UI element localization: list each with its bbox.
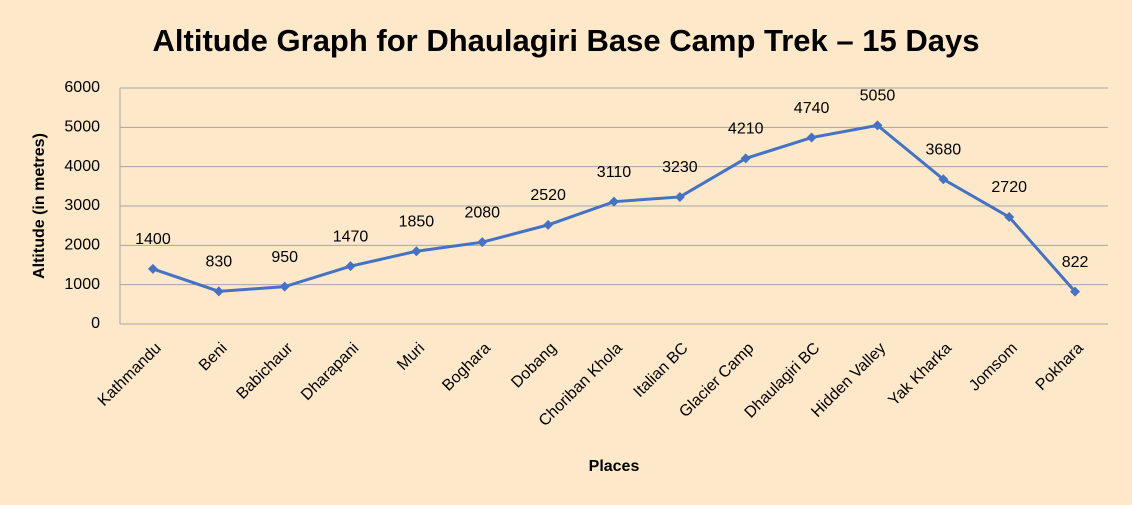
data-label: 830 [205,254,232,271]
data-label: 4210 [728,121,764,138]
point [147,263,158,274]
data-label: 3680 [926,141,962,158]
data-label: 2720 [991,179,1027,196]
y-tick-label: 5000 [64,119,100,136]
point [938,174,949,185]
y-tick-label: 2000 [64,237,100,254]
point [806,132,817,143]
point [872,120,883,131]
x-axis-title: Places [589,458,640,475]
chart-title: Altitude Graph for Dhaulagiri Base Camp … [153,23,980,58]
point [1004,212,1015,223]
point [411,246,422,257]
data-label: 1400 [135,231,171,248]
data-label: 3110 [597,164,632,181]
data-label: 1850 [399,213,435,230]
data-label: 1470 [333,228,369,245]
data-label: 950 [271,249,298,266]
y-tick-label: 4000 [64,158,100,175]
point [543,219,554,230]
point [609,196,619,207]
point [1070,286,1081,297]
data-label: 3230 [662,159,698,176]
data-label: 2080 [464,204,500,221]
point [345,261,356,272]
y-axis-title: Altitude (in metres) [31,133,48,279]
data-label: 5050 [860,88,896,105]
point [279,281,290,292]
point [674,191,685,202]
y-tick-label: 6000 [64,79,100,96]
data-label: 822 [1062,254,1089,271]
point [477,237,488,248]
point [213,286,224,297]
y-tick-label: 1000 [64,276,100,293]
y-tick-label: 3000 [64,197,100,214]
point [740,153,751,164]
data-label: 4740 [794,100,830,117]
data-label: 2520 [530,187,566,204]
y-tick-label: 0 [91,315,100,332]
